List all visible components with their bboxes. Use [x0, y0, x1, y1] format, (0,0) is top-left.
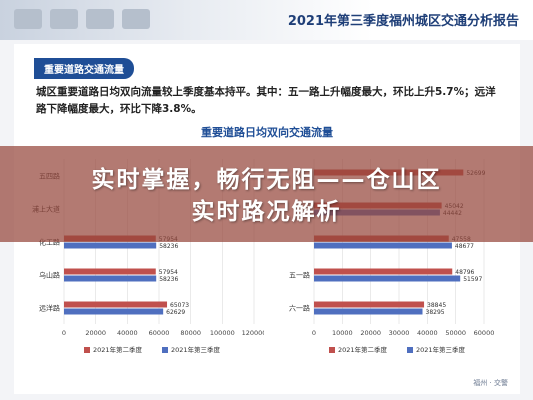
truck-icon [86, 9, 114, 29]
bar-q2 [64, 268, 156, 275]
x-tick-label: 100000 [210, 329, 235, 337]
legend-label: 2021年第三季度 [171, 345, 221, 354]
headline-line-2: 实时路况解析 [191, 199, 342, 225]
bar-q2 [314, 268, 453, 275]
category-label: 远洋路 [39, 304, 60, 313]
legend-label: 2021年第三季度 [416, 345, 466, 354]
report-banner: 2021年第三季度福州城区交通分析报告 [0, 0, 533, 40]
bar-q3 [314, 242, 452, 249]
legend-label: 2021年第二季度 [338, 345, 388, 354]
legend-label: 2021年第二季度 [93, 345, 143, 354]
headline-overlay: 实时掌握，畅行无阻——仓山区 实时路况解析 [0, 146, 533, 242]
x-tick-label: 0 [312, 329, 316, 337]
data-label: 57954 [159, 269, 178, 276]
data-label: 58236 [159, 276, 178, 283]
summary-text: 城区重要道路日均双向流量较上季度基本持平。其中：五一路上升幅度最大，环比上升5.… [36, 86, 496, 115]
footer-watermark: 福州 · 交警 [473, 379, 508, 387]
category-label: 化工路 [39, 238, 60, 247]
legend-swatch [407, 347, 413, 353]
bar-q3 [64, 242, 157, 249]
legend-swatch [84, 347, 90, 353]
bar-q3 [314, 275, 461, 282]
report-title: 2021年第三季度福州城区交通分析报告 [287, 14, 519, 29]
x-tick-label: 40000 [417, 329, 438, 337]
left-bar-chart: 020000400006000080000100000120000五四路浦上大道… [32, 159, 264, 354]
data-label: 58236 [159, 243, 178, 250]
data-label: 51597 [463, 276, 482, 283]
headline-line-1: 实时掌握，畅行无阻——仓山区 [91, 167, 442, 193]
data-label: 38845 [427, 302, 446, 309]
x-tick-label: 120000 [242, 329, 264, 337]
data-label: 48796 [455, 269, 474, 276]
data-label: 62629 [166, 309, 185, 316]
data-label: 38295 [426, 309, 445, 316]
x-tick-label: 50000 [445, 329, 466, 337]
x-tick-label: 40000 [117, 329, 138, 337]
legend-swatch [329, 347, 335, 353]
x-tick-label: 60000 [149, 329, 170, 337]
bar-q2 [314, 301, 425, 308]
section-tab: 重要道路交通流量 [34, 58, 134, 79]
x-tick-label: 20000 [85, 329, 106, 337]
x-tick-label: 0 [62, 329, 66, 337]
data-label: 48677 [455, 243, 474, 250]
truck-icon [122, 9, 150, 29]
bar-q3 [64, 275, 157, 282]
bar-q2 [64, 301, 168, 308]
category-label: 五一路 [289, 271, 310, 280]
data-label: 65073 [170, 302, 189, 309]
x-tick-label: 20000 [360, 329, 381, 337]
truck-icon [50, 9, 78, 29]
bar-q3 [314, 308, 423, 315]
x-tick-label: 80000 [180, 329, 201, 337]
bar-q3 [64, 308, 164, 315]
category-label: 乌山路 [39, 271, 60, 280]
legend-swatch [162, 347, 168, 353]
x-tick-label: 60000 [474, 329, 495, 337]
chart-title: 重要道路日均双向交通流量 [201, 126, 333, 139]
x-tick-label: 10000 [332, 329, 353, 337]
x-tick-label: 30000 [389, 329, 410, 337]
category-label: 六一路 [289, 304, 310, 313]
truck-icon [14, 9, 42, 29]
